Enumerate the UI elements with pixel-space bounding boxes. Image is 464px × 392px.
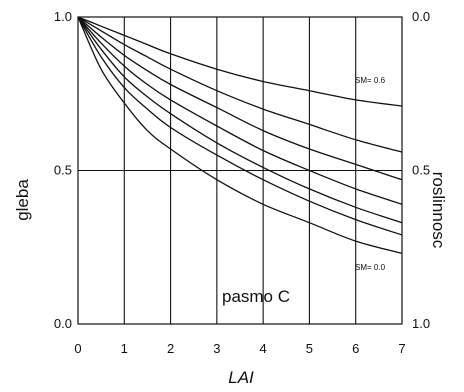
curve-label-sm-top: SM= 0.6 [355, 76, 386, 85]
right-y-tick-label-2: 1.0 [412, 316, 430, 331]
series-line-0 [77, 16, 403, 107]
series-line-1 [77, 16, 403, 153]
series-line-2 [77, 16, 403, 181]
x-tick-label-2: 2 [167, 341, 174, 356]
left-y-tick-label-0: 1.0 [54, 9, 72, 24]
right-y-tick-label-0: 0.0 [412, 9, 430, 24]
left-y-tick-label-1: 0.5 [54, 163, 72, 178]
right-axis-title: roslinnosc [429, 172, 448, 249]
right-y-tick-label-1: 0.5 [412, 163, 430, 178]
series-line-6 [77, 16, 403, 255]
x-tick-label-4: 4 [260, 341, 267, 356]
x-tick-label-7: 7 [398, 341, 405, 356]
left-axis-title: gleba [13, 179, 32, 221]
x-axis-title: LAI [228, 368, 254, 387]
tick-labels: 0 1 2 3 4 5 6 7 1.0 0.5 0.0 0.0 0.5 1.0 [54, 9, 430, 356]
grid [78, 17, 402, 324]
x-tick-label-1: 1 [121, 341, 128, 356]
x-tick-label-3: 3 [213, 341, 220, 356]
x-tick-label-0: 0 [74, 341, 81, 356]
x-tick-label-5: 5 [306, 341, 313, 356]
x-tick-label-6: 6 [352, 341, 359, 356]
curve-label-sm-bottom: SM= 0.0 [355, 263, 386, 272]
left-y-tick-label-2: 0.0 [54, 316, 72, 331]
series-line-5 [77, 16, 403, 236]
curves [77, 16, 403, 255]
plot-frame [77, 16, 403, 325]
band-annotation: pasmo C [222, 287, 290, 306]
series-line-4 [77, 16, 403, 224]
series-line-3 [77, 16, 403, 205]
